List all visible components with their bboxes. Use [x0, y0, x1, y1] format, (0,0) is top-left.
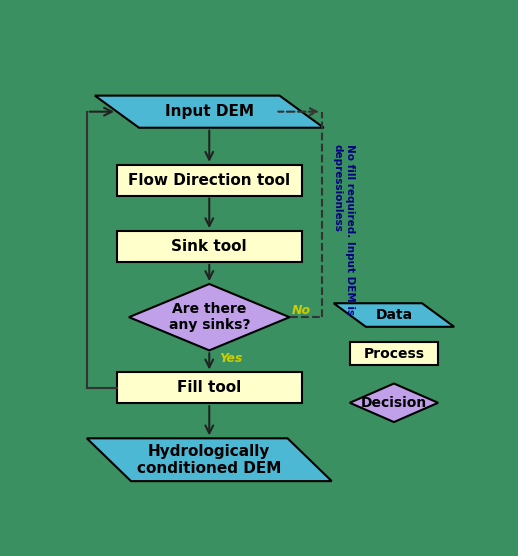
Polygon shape [334, 303, 454, 327]
Text: Fill tool: Fill tool [177, 380, 241, 395]
Text: No fill required. Input DEM is
depressionless: No fill required. Input DEM is depressio… [333, 144, 354, 315]
Text: Hydrologically
conditioned DEM: Hydrologically conditioned DEM [137, 444, 281, 476]
Polygon shape [87, 438, 332, 481]
Polygon shape [95, 96, 324, 128]
Polygon shape [117, 231, 301, 262]
Polygon shape [117, 165, 301, 196]
Text: Data: Data [376, 308, 412, 322]
Polygon shape [129, 284, 290, 350]
Text: No: No [292, 304, 311, 317]
Text: Are there
any sinks?: Are there any sinks? [168, 302, 250, 332]
Polygon shape [350, 342, 438, 365]
Text: Sink tool: Sink tool [171, 239, 247, 254]
Text: Process: Process [364, 346, 424, 360]
Text: Yes: Yes [219, 353, 243, 365]
Text: Input DEM: Input DEM [165, 104, 254, 119]
Polygon shape [350, 384, 438, 422]
Polygon shape [117, 373, 301, 403]
Text: Flow Direction tool: Flow Direction tool [128, 173, 290, 188]
Text: Decision: Decision [361, 396, 427, 410]
